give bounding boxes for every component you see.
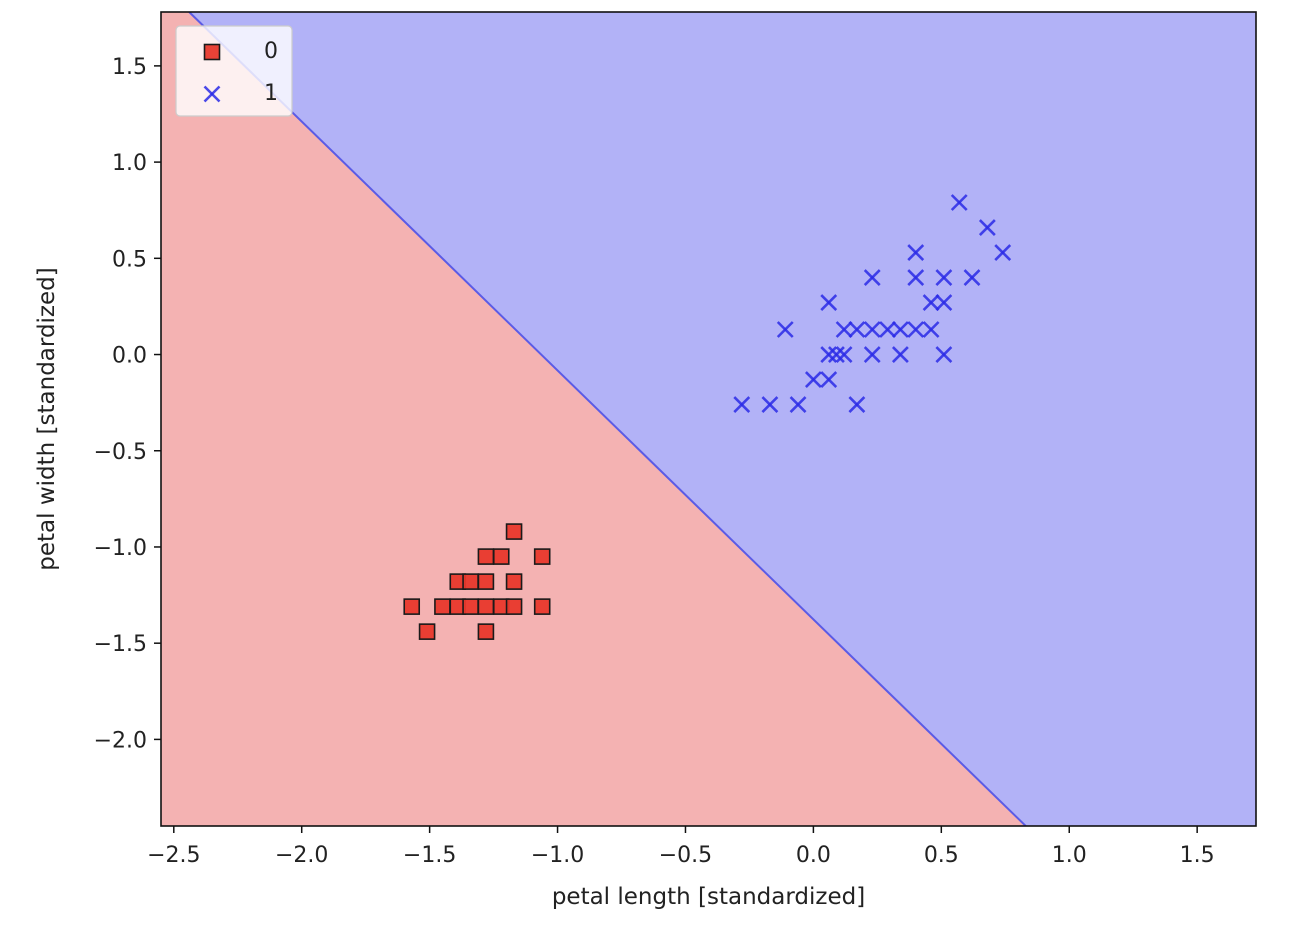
- point-class-1: [907, 321, 925, 338]
- y-tick-label: −1.5: [94, 632, 147, 657]
- point-class-1: [848, 321, 866, 338]
- legend-marker-square: [203, 43, 221, 61]
- point-class-1: [891, 346, 909, 363]
- point-class-1: [963, 269, 981, 286]
- point-class-1: [863, 321, 881, 338]
- point-class-0: [418, 623, 436, 640]
- point-class-1: [804, 371, 822, 388]
- point-class-1: [761, 396, 779, 413]
- point-class-0: [533, 598, 551, 615]
- point-class-0: [505, 573, 523, 590]
- x-tick-label: 1.0: [1052, 843, 1087, 868]
- legend-marker-x: [203, 85, 221, 103]
- point-class-1: [863, 346, 881, 363]
- point-class-1: [922, 294, 940, 311]
- legend: 0 1: [175, 25, 293, 117]
- point-class-1: [776, 321, 794, 338]
- point-class-1: [828, 346, 845, 363]
- plot-frame: [160, 11, 1257, 827]
- legend-square-marker: [203, 43, 221, 61]
- x-tick-label: −2.5: [147, 843, 200, 868]
- plot-area: [161, 12, 1256, 826]
- class-0-region: [161, 12, 1026, 826]
- point-class-0: [477, 573, 495, 590]
- y-axis-label: petal width [standardized]: [34, 267, 60, 570]
- markers-layer: [403, 194, 1012, 640]
- point-class-0: [462, 598, 479, 615]
- point-class-0: [477, 548, 495, 565]
- x-tick-label: 0.0: [796, 843, 831, 868]
- point-class-1: [935, 294, 953, 311]
- point-class-1: [978, 219, 996, 236]
- x-tick-label: −1.0: [531, 843, 584, 868]
- x-axis: −2.5 −2.0 −1.5 −1.0 −0.5 0.0 0.5 1.0 1.5: [147, 826, 1215, 868]
- y-tick-label: −1.0: [94, 536, 147, 561]
- x-tick-label: −2.0: [275, 843, 328, 868]
- point-class-1: [820, 294, 838, 311]
- point-class-0: [492, 548, 510, 565]
- decision-boundary-line: [188, 12, 1027, 826]
- y-tick-label: 1.5: [112, 55, 147, 80]
- point-class-1: [950, 194, 968, 211]
- point-class-0: [434, 598, 451, 615]
- point-class-0: [477, 598, 495, 615]
- point-class-1: [863, 269, 881, 286]
- x-tick-label: −1.5: [403, 843, 456, 868]
- point-class-1: [994, 244, 1012, 261]
- point-class-1: [907, 269, 925, 286]
- y-tick-label: −0.5: [94, 440, 147, 465]
- point-class-1: [922, 321, 940, 338]
- point-class-1: [789, 396, 807, 413]
- x-axis-label: petal length [standardized]: [552, 884, 865, 910]
- y-tick-label: 0.5: [112, 247, 147, 272]
- x-tick-label: 1.5: [1180, 843, 1215, 868]
- legend-label-0: 0: [264, 39, 278, 64]
- point-class-1: [879, 321, 897, 338]
- legend-x-marker: [203, 85, 221, 103]
- y-tick-label: −2.0: [94, 728, 147, 753]
- point-class-0: [477, 623, 495, 640]
- legend-label-1: 1: [264, 81, 278, 106]
- point-class-0: [462, 573, 479, 590]
- point-class-0: [505, 523, 523, 540]
- point-class-1: [907, 244, 925, 261]
- point-class-1: [835, 346, 853, 363]
- point-class-1: [891, 321, 909, 338]
- point-class-1: [935, 269, 953, 286]
- point-class-0: [533, 548, 551, 565]
- point-class-1: [835, 321, 853, 338]
- point-class-0: [505, 598, 523, 615]
- x-tick-label: 0.5: [924, 843, 959, 868]
- y-tick-label: 1.0: [112, 151, 147, 176]
- point-class-1: [848, 396, 866, 413]
- x-tick-label: −0.5: [659, 843, 712, 868]
- point-class-1: [820, 346, 838, 363]
- point-class-0: [403, 598, 421, 615]
- point-class-1: [820, 371, 838, 388]
- y-tick-label: 0.0: [112, 344, 147, 369]
- point-class-1: [935, 346, 953, 363]
- y-axis: −2.0 −1.5 −1.0 −0.5 0.0 0.5 1.0 1.5: [94, 55, 161, 753]
- point-class-1: [733, 396, 751, 413]
